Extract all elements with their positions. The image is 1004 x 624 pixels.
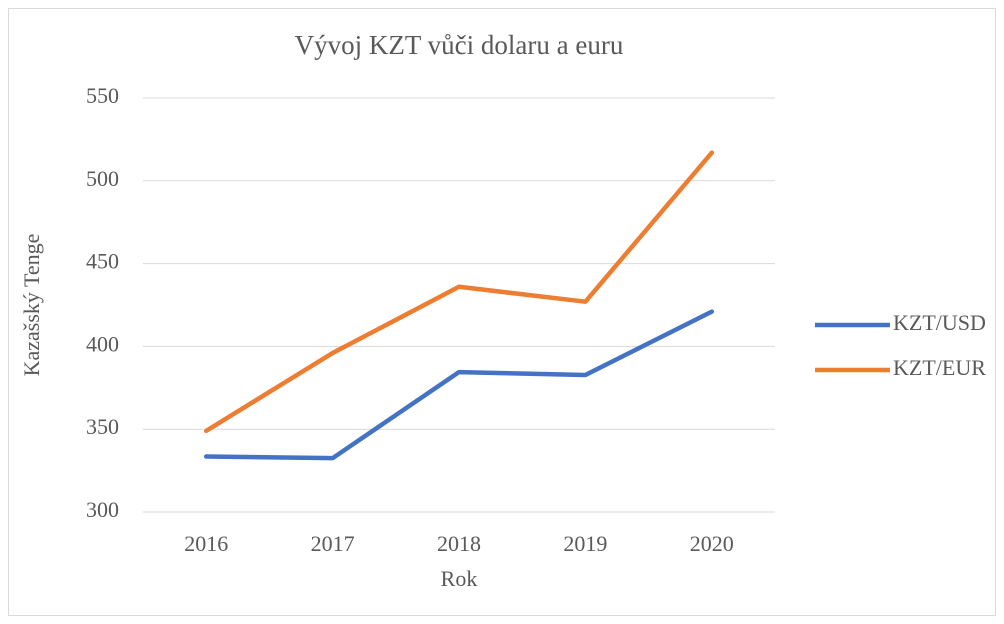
legend-label: KZT/EUR — [893, 355, 986, 380]
x-tick-label: 2020 — [690, 531, 734, 556]
x-tick-label: 2019 — [563, 531, 607, 556]
x-tick-label: 2017 — [311, 531, 355, 556]
y-axis-label: Kazašský Tenge — [19, 234, 44, 377]
y-tick-label: 350 — [86, 414, 119, 439]
y-tick-label: 550 — [86, 83, 119, 108]
x-tick-label: 2016 — [184, 531, 228, 556]
y-tick-label: 400 — [86, 331, 119, 356]
legend-label: KZT/USD — [893, 310, 986, 335]
chart-border — [8, 8, 996, 616]
y-tick-label: 450 — [86, 249, 119, 274]
y-tick-label: 500 — [86, 166, 119, 191]
line-series — [203, 309, 715, 461]
chart-title: Vývoj KZT vůči dolaru a euru — [295, 30, 624, 60]
x-tick-label: 2018 — [437, 531, 481, 556]
line-series — [203, 150, 715, 434]
y-tick-label: 300 — [86, 497, 119, 522]
x-axis-label: Rok — [441, 566, 478, 591]
